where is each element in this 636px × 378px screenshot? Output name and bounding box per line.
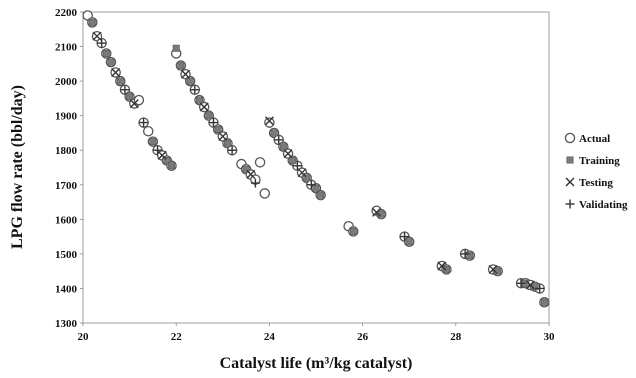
point-square-4 bbox=[126, 93, 134, 101]
x-axis-title: Catalyst life (m³/kg catalyst) bbox=[220, 355, 413, 372]
point-square-15 bbox=[242, 165, 250, 173]
legend-label: Actual bbox=[579, 133, 610, 145]
point-square-10 bbox=[186, 77, 194, 85]
y-tick-label: 1600 bbox=[55, 214, 78, 226]
x-tick-label: 26 bbox=[357, 331, 369, 343]
point-plus-12 bbox=[460, 249, 470, 259]
point-square-30 bbox=[540, 298, 548, 306]
plot-area bbox=[82, 11, 550, 324]
point-square-5 bbox=[149, 138, 157, 146]
legend-label: Training bbox=[579, 155, 620, 167]
point-circle-11 bbox=[133, 94, 145, 106]
point-square-1 bbox=[102, 49, 110, 57]
x-tick-label: 28 bbox=[450, 331, 462, 343]
point-circle-38 bbox=[264, 117, 275, 128]
x-tick-label: 20 bbox=[78, 331, 90, 343]
point-x-2 bbox=[129, 99, 139, 109]
point-square-14 bbox=[223, 139, 231, 147]
y-tick-label: 1900 bbox=[55, 111, 78, 123]
point-x-4 bbox=[181, 69, 191, 79]
point-square-8 bbox=[172, 44, 180, 52]
point-plus-1 bbox=[120, 85, 130, 95]
y-tick-label: 2100 bbox=[55, 42, 78, 54]
x-tick-label: 24 bbox=[264, 331, 276, 343]
point-x-5 bbox=[199, 102, 209, 112]
point-plus-6 bbox=[227, 145, 237, 155]
point-square-7 bbox=[168, 162, 176, 170]
point-square-22 bbox=[349, 227, 357, 235]
legend-marker-plus bbox=[565, 199, 575, 209]
point-x-12 bbox=[437, 261, 447, 271]
point-x-1 bbox=[111, 67, 121, 77]
point-square-26 bbox=[466, 252, 474, 260]
legend-item-testing: Testing bbox=[565, 177, 613, 189]
y-tick-label: 1700 bbox=[55, 180, 78, 192]
y-tick-label: 1300 bbox=[55, 318, 78, 330]
point-circle-37 bbox=[259, 188, 270, 199]
point-plus-14 bbox=[535, 283, 545, 293]
point-x-7 bbox=[246, 169, 256, 179]
point-plus-8 bbox=[274, 135, 284, 145]
point-square-3 bbox=[116, 77, 124, 85]
x-tick-label: 30 bbox=[544, 331, 556, 343]
point-square-12 bbox=[205, 112, 213, 120]
legend-marker-square bbox=[566, 156, 574, 164]
point-x-0 bbox=[92, 31, 102, 41]
data-marks bbox=[82, 10, 550, 308]
point-plus-9 bbox=[292, 161, 302, 171]
y-tick-label: 1500 bbox=[55, 249, 78, 261]
legend-item-actual: Actual bbox=[564, 132, 610, 145]
legend-label: Testing bbox=[579, 177, 613, 189]
point-plus-3 bbox=[153, 145, 163, 155]
point-square-9 bbox=[177, 62, 185, 70]
point-plus-5 bbox=[208, 118, 218, 128]
legend-item-training: Training bbox=[566, 155, 620, 167]
point-plus-10 bbox=[306, 180, 316, 190]
point-x-11 bbox=[372, 207, 382, 217]
point-circle-36 bbox=[254, 157, 266, 168]
point-square-24 bbox=[405, 238, 413, 246]
point-x-10 bbox=[297, 168, 307, 178]
point-square-2 bbox=[107, 58, 115, 66]
point-square-20 bbox=[312, 184, 320, 192]
point-square-11 bbox=[196, 96, 204, 104]
legend-item-validating: Validating bbox=[565, 199, 628, 211]
point-x-3 bbox=[157, 150, 167, 160]
point-plus-7 bbox=[250, 178, 260, 188]
point-square-19 bbox=[303, 174, 311, 182]
point-plus-4 bbox=[190, 85, 200, 95]
y-tick-label: 2200 bbox=[55, 7, 78, 19]
x-tick-label: 22 bbox=[171, 331, 183, 343]
point-square-17 bbox=[279, 143, 287, 151]
y-axis-title: LPG flow rate (bbl/day) bbox=[9, 85, 26, 249]
point-plus-11 bbox=[400, 232, 410, 242]
point-x-9 bbox=[283, 149, 293, 159]
legend-marker-x bbox=[565, 177, 575, 187]
point-square-21 bbox=[317, 191, 325, 199]
point-circle-13 bbox=[142, 125, 154, 137]
point-plus-0 bbox=[97, 38, 107, 48]
legend-label: Validating bbox=[579, 199, 628, 211]
point-square-16 bbox=[270, 129, 278, 137]
point-x-13 bbox=[488, 264, 498, 274]
point-x-8 bbox=[264, 116, 274, 126]
point-x-14 bbox=[525, 280, 535, 290]
point-square-13 bbox=[214, 125, 222, 133]
y-tick-label: 1400 bbox=[55, 283, 78, 295]
point-square-25 bbox=[442, 265, 450, 273]
point-plus-13 bbox=[516, 278, 526, 288]
point-plus-2 bbox=[139, 118, 149, 128]
legend-marker-circle bbox=[564, 132, 576, 144]
point-square-18 bbox=[289, 157, 297, 165]
point-square-0 bbox=[88, 18, 96, 26]
point-x-6 bbox=[218, 131, 228, 141]
axis-ticks: 20 22 24 26 28 30 1300 1400 1500 1600 1700 1800 1900… bbox=[55, 7, 555, 343]
point-square-6 bbox=[163, 157, 171, 165]
y-tick-label: 2000 bbox=[55, 76, 78, 88]
y-tick-label: 1800 bbox=[55, 145, 78, 157]
legend: Actual Training Testing Validating bbox=[564, 132, 628, 211]
